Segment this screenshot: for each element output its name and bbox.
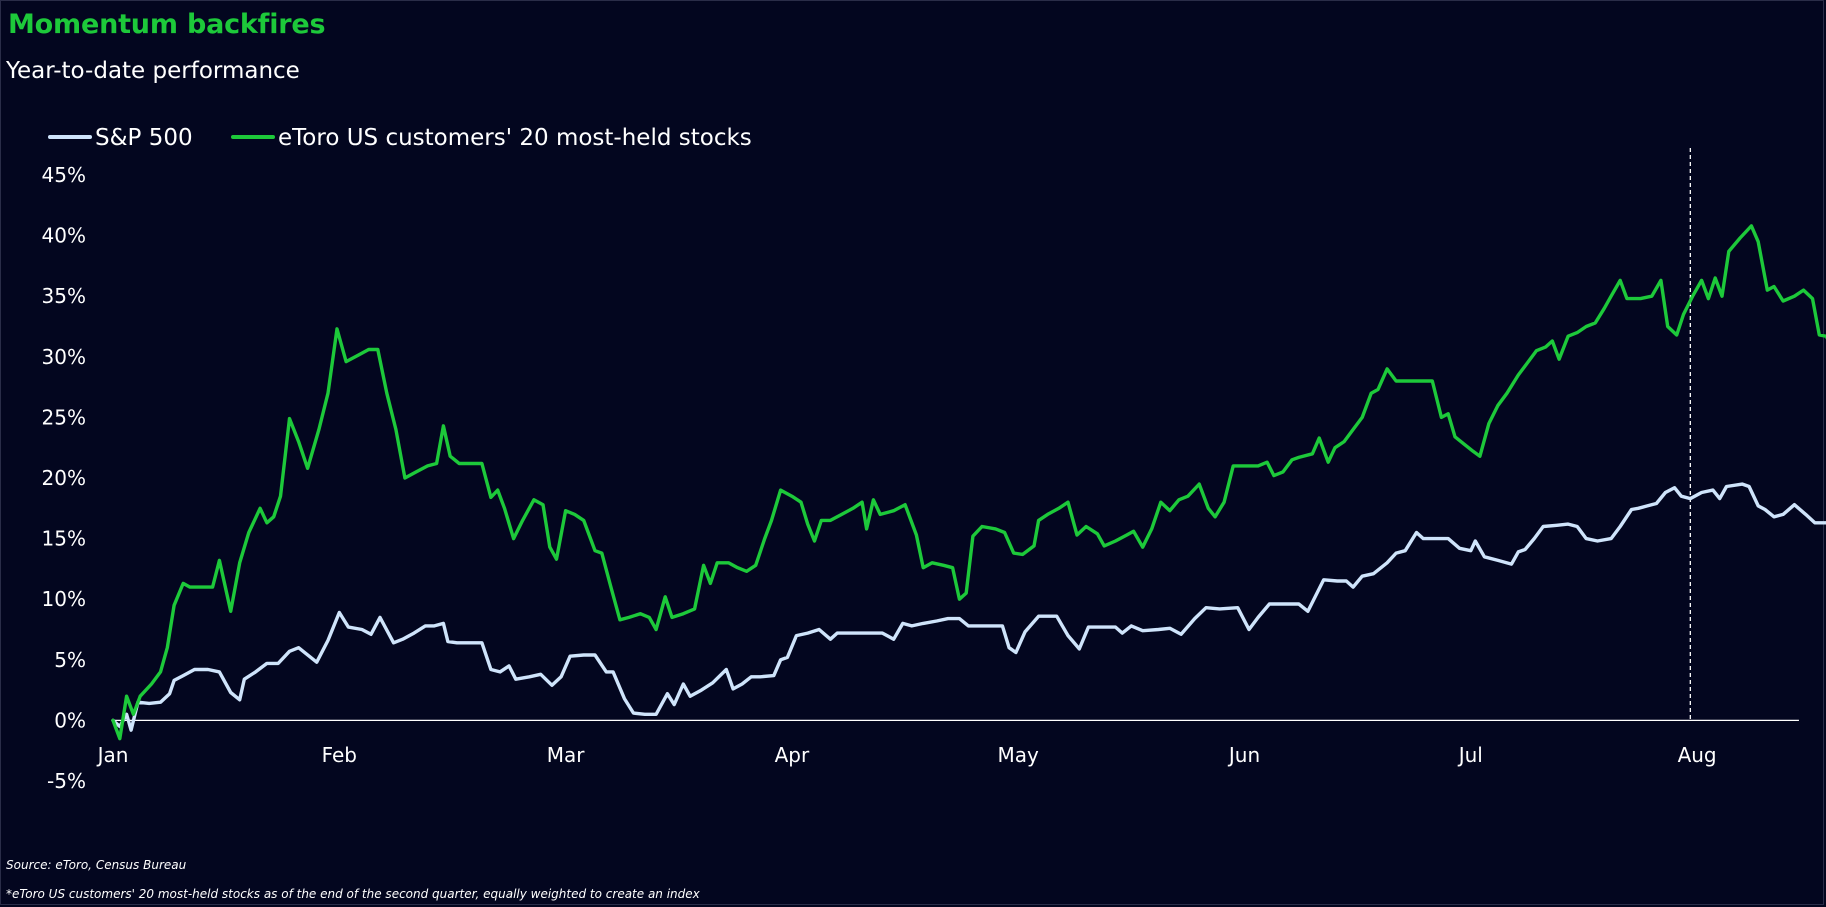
x-tick-label: Aug <box>1678 743 1717 767</box>
legend-label: eToro US customers' 20 most-held stocks <box>278 125 752 151</box>
series-line-etoro <box>111 224 1826 741</box>
chart-subtitle: Year-to-date performance <box>6 58 300 84</box>
y-tick-label: 25% <box>42 405 86 429</box>
x-tick-label: Mar <box>547 743 586 767</box>
footnote: *eToro US customers' 20 most-held stocks… <box>6 887 700 901</box>
series-line-sp500 <box>111 482 1826 732</box>
x-tick-label: Jun <box>1227 743 1260 767</box>
source-note: Source: eToro, Census Bureau <box>6 858 187 872</box>
y-tick-label: 20% <box>42 466 86 490</box>
x-tick-label: Jul <box>1457 743 1483 767</box>
y-tick-label: 15% <box>42 527 86 551</box>
line-chart: 45% 40% 35% 30% 25% 20% 15% 10% 5% 0% -5% Jan Feb Mar… <box>42 125 1826 793</box>
y-tick-label: 40% <box>42 224 86 248</box>
y-tick-label: -5% <box>47 769 86 793</box>
x-tick-label: May <box>998 743 1040 767</box>
y-tick-label: 45% <box>42 163 86 187</box>
y-tick-label: 10% <box>42 587 86 611</box>
x-tick-label: Jan <box>96 743 129 767</box>
y-tick-label: 0% <box>54 708 86 732</box>
legend-label: S&P 500 <box>95 125 193 151</box>
y-tick-label: 30% <box>42 345 86 369</box>
chart-title: Momentum backfires <box>8 9 326 40</box>
y-tick-label: 35% <box>42 284 86 308</box>
x-tick-label: Feb <box>322 743 357 767</box>
x-tick-label: Apr <box>775 743 810 767</box>
y-tick-label: 5% <box>54 648 86 672</box>
